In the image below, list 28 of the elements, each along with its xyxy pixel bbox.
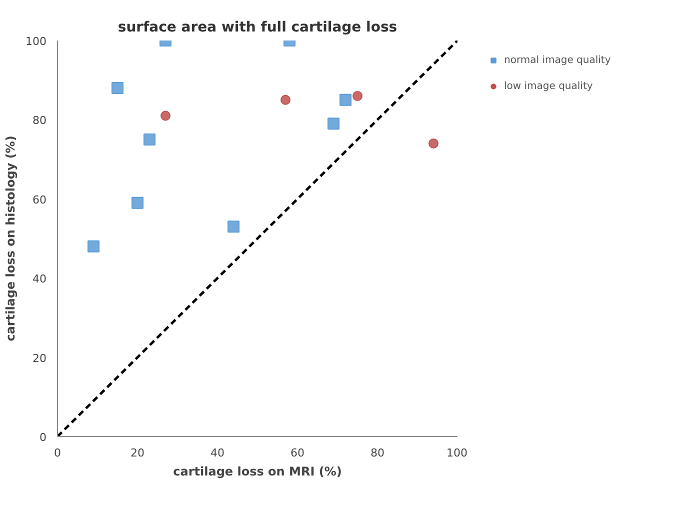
y-tick-label: 100 [26,35,47,48]
x-axis-title: cartilage loss on MRI (%) [173,464,342,478]
x-tick-label: 100 [446,446,468,460]
y-tick-label: 0 [40,431,46,444]
point [352,90,362,101]
y-axis-title: cartilage loss on histology (%) [4,136,18,342]
x-tick-label: 80 [370,446,384,460]
x-tick-label: 40 [210,446,224,460]
legend-label: low image quality [504,80,593,92]
legend-label: normal image quality [504,54,611,66]
chart-title: surface area with full cartilage loss [118,20,398,36]
point [88,240,100,252]
x-tick-label: 60 [290,446,304,460]
point [328,118,340,130]
x-tick-label: 0 [54,446,61,460]
point [144,134,156,146]
y-tick-label: 40 [32,272,47,286]
point [160,110,170,121]
point [428,138,438,148]
y-tick-label: 80 [32,114,47,128]
point [132,196,144,209]
point [280,94,290,105]
point [228,220,240,233]
y-tick-label: 20 [32,352,47,365]
y-tick-label: 60 [32,193,47,206]
x-tick-label: 20 [130,446,144,460]
point [340,94,352,106]
point [112,82,124,94]
